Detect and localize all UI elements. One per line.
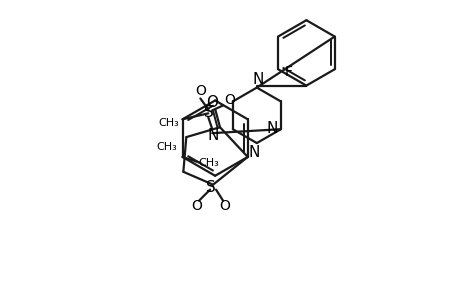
Text: N: N — [266, 121, 277, 136]
Text: F: F — [284, 65, 292, 79]
Text: O: O — [219, 200, 230, 214]
Text: CH₃: CH₃ — [197, 158, 218, 168]
Text: N: N — [207, 128, 218, 142]
Text: N: N — [252, 72, 263, 87]
Text: CH₃: CH₃ — [158, 118, 179, 128]
Text: N: N — [247, 146, 259, 160]
Text: S: S — [204, 105, 214, 120]
Text: O: O — [224, 94, 235, 107]
Text: O: O — [195, 84, 205, 98]
Text: S: S — [206, 180, 215, 195]
Text: O: O — [206, 94, 218, 110]
Text: CH₃: CH₃ — [156, 142, 177, 152]
Text: O: O — [190, 200, 201, 214]
